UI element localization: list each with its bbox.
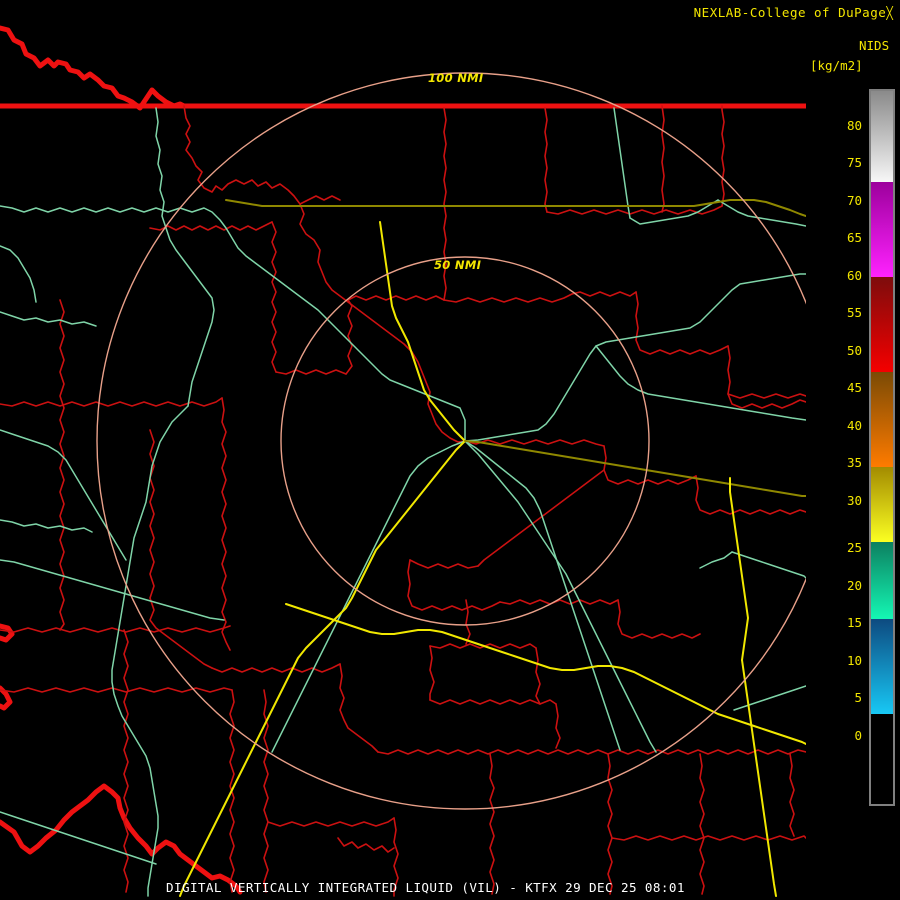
product-status-line: DIGITAL VERTICALLY INTEGRATED LIQUID (VI… <box>166 880 685 895</box>
range-ring-50nmi <box>280 256 650 626</box>
range-ring-label-100nmi: 100 NMI <box>428 71 484 85</box>
scale-segment-blue-10-20 <box>871 619 893 714</box>
scale-tick-0: 0 <box>854 728 862 743</box>
scale-tick-5: 5 <box>854 690 862 705</box>
scale-segment-darkred-50-62 <box>871 277 893 372</box>
scale-segment-magenta-65-75 <box>871 182 893 277</box>
scale-tick-80: 80 <box>846 118 862 133</box>
range-ring-label-50nmi: 50 NMI <box>434 258 482 272</box>
legend-units: [kg/m2] <box>810 58 863 73</box>
scale-tick-55: 55 <box>846 305 862 320</box>
color-scale-bar[interactable] <box>869 89 895 806</box>
scale-tick-40: 40 <box>846 418 862 433</box>
radar-map-panel[interactable]: 100 NMI 50 NMI <box>0 0 806 900</box>
scale-tick-20: 20 <box>846 578 862 593</box>
rivers-and-roads <box>0 107 806 897</box>
scale-tick-35: 35 <box>846 455 862 470</box>
scale-tick-15: 15 <box>846 615 862 630</box>
state-border <box>0 623 243 895</box>
scale-segment-black-0-10 <box>871 714 893 804</box>
scale-tick-60: 60 <box>846 268 862 283</box>
scale-tick-45: 45 <box>846 380 862 395</box>
scale-tick-25: 25 <box>846 540 862 555</box>
scale-tick-75: 75 <box>846 155 862 170</box>
range-rings <box>96 72 806 810</box>
scale-tick-70: 70 <box>846 193 862 208</box>
scale-tick-30: 30 <box>846 493 862 508</box>
range-ring-100nmi <box>96 72 806 810</box>
scale-segment-green-20-30 <box>871 542 893 619</box>
map-geography <box>0 0 806 900</box>
credit-text: NEXLAB-College of DuPage <box>693 5 887 20</box>
scale-tick-65: 65 <box>846 230 862 245</box>
interstate-highways <box>179 199 806 897</box>
international-border <box>0 25 806 111</box>
map-background <box>0 0 806 900</box>
scale-segment-yellow-30-38 <box>871 467 893 542</box>
nids-legend: NIDS [kg/m2] 80 75 70 65 60 55 50 45 40 35 30 25 20 1… <box>806 0 900 900</box>
scale-tick-50: 50 <box>846 343 862 358</box>
scale-segment-gray-white-80-plus <box>871 91 893 182</box>
legend-title: NIDS <box>859 38 890 53</box>
nexlab-credit: NEXLAB-College of DuPage╳ <box>694 5 894 20</box>
scale-segment-orange-38-50 <box>871 372 893 467</box>
cod-logo-icon: ╳ <box>886 6 894 20</box>
color-scale-ticks: 80 75 70 65 60 55 50 45 40 35 30 25 20 15 10 5 0 <box>806 0 868 900</box>
county-boundaries <box>0 105 806 897</box>
scale-tick-10: 10 <box>846 653 862 668</box>
